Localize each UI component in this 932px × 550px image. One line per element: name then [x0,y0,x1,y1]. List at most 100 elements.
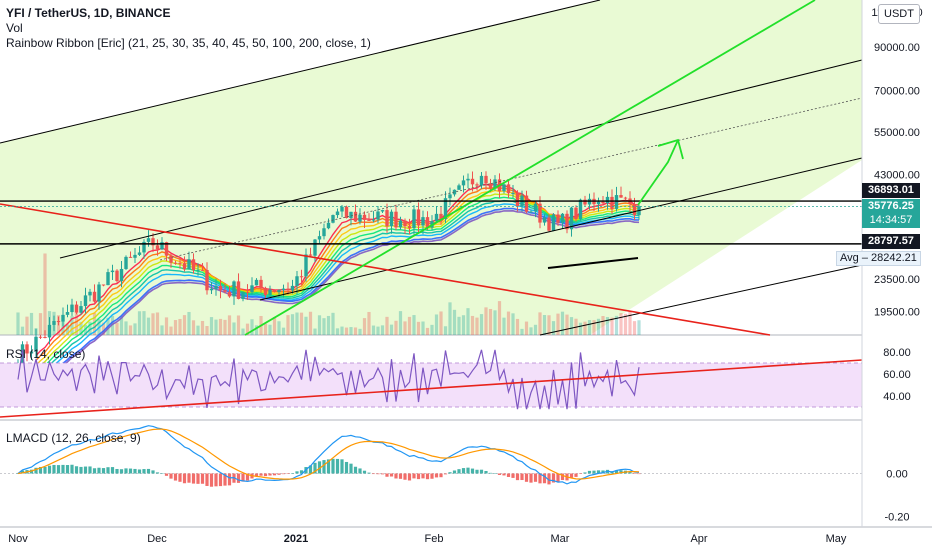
lmacd-tick-label: 0.00 [886,469,907,481]
macd-lines [0,425,862,487]
macd-histogram-bar [151,470,155,474]
volume-bar [205,326,209,335]
price-tick-label: 23500.00 [874,274,920,286]
macd-histogram-bar [101,468,106,474]
volume-bar [578,322,583,335]
volume-bar [632,321,637,335]
candle-body [169,255,173,263]
time-tick-label: Mar [551,533,570,545]
volume-bar [394,320,398,335]
volume-bar [551,321,556,335]
macd-histogram-bar [556,473,560,482]
candle-body [56,321,61,323]
volume-bar [398,311,403,335]
volume-bar [511,313,515,335]
volume-bar [70,315,74,335]
candle-body [200,269,205,271]
macd-histogram-bar [493,473,497,474]
macd-histogram-bar [245,473,250,481]
rsi-pane[interactable] [0,349,863,418]
volume-bar [155,312,160,335]
candle-body [457,185,461,190]
macd-histogram-bar [443,473,448,475]
volume-bar [497,301,502,335]
volume-legend[interactable]: Vol [6,21,23,35]
rsi-legend[interactable]: RSI (14, close) [6,347,86,361]
volume-bar [583,321,587,335]
countdown-tag: 14:34:57 [862,213,920,228]
macd-histogram-bar [592,470,596,474]
macd-histogram-bar [83,466,88,474]
volume-bar [605,317,610,335]
candle-body [155,245,160,250]
macd-histogram-bar [209,473,214,487]
macd-histogram-bar [506,473,511,477]
volume-bar [470,315,475,335]
candle-body [632,204,637,216]
candle-body [142,241,146,253]
time-axis[interactable]: Nov Dec 2021 Feb Mar Apr May [8,533,847,545]
symbol-title[interactable]: YFI / TetherUS, 1D, BINANCE [6,6,171,20]
macd-histogram-bar [619,470,623,474]
macd-histogram-bar [47,465,52,474]
macd-histogram-bar [547,473,551,485]
candle-body [259,279,263,288]
currency-button[interactable]: USDT [878,4,920,24]
avg-label: Avg [840,252,859,264]
macd-histogram-bar [65,465,70,474]
macd-histogram-bar [290,473,295,474]
volume-bar [173,320,178,335]
macd-histogram-bar [430,473,434,479]
candle-body [43,336,47,338]
candle-body [434,213,439,222]
volume-bar [151,313,155,335]
candle-body [425,217,430,228]
volume-bar [560,311,565,335]
price-pane[interactable] [0,0,863,389]
macd-histogram-bar [515,473,520,481]
macd-histogram-bar [349,463,353,474]
macd-histogram-bar [439,473,443,478]
macd-histogram-bar [110,467,115,474]
macd-pane[interactable] [0,425,862,487]
candle-body [331,215,335,223]
macd-histogram-bar [308,465,313,474]
macd-histogram-bar [452,470,457,474]
candle-body [119,268,124,282]
macd-histogram-bar [542,473,547,484]
macd-histogram-bar [128,468,133,474]
candle-body [25,344,29,354]
macd-histogram-bar [299,470,304,474]
candle-body [65,312,70,315]
volume-bar [601,316,605,335]
volume-bar [488,308,493,335]
macd-histogram-bar [236,473,241,483]
volume-bar [169,326,173,335]
green-uptrend-line [244,0,816,336]
candle-body [34,336,38,352]
candle-body [556,214,560,223]
macd-histogram-bar [160,473,164,474]
candle-body [286,288,290,291]
volume-bar [596,318,601,335]
candle-body [223,290,227,292]
candle-body [470,178,475,185]
macd-histogram-bar [191,473,196,484]
candle-body [313,239,317,256]
volume-bar [466,308,470,335]
volume-bar [524,321,529,335]
volume-bar [223,319,227,335]
ribbon-legend[interactable]: Rainbow Ribbon [Eric] (21, 25, 30, 35, 4… [6,36,371,50]
lmacd-legend[interactable]: LMACD (12, 26, close, 9) [6,431,141,445]
candle-body [115,270,119,282]
time-tick-label: Apr [690,533,707,545]
macd-histogram-bar [56,465,61,474]
candle-body [623,197,628,199]
macd-histogram-bar [470,468,475,474]
macd-histogram-bar [119,469,124,474]
candle-body [74,304,79,313]
candle-body [106,272,110,286]
candle-body [209,288,214,291]
volume-bar [101,322,106,335]
